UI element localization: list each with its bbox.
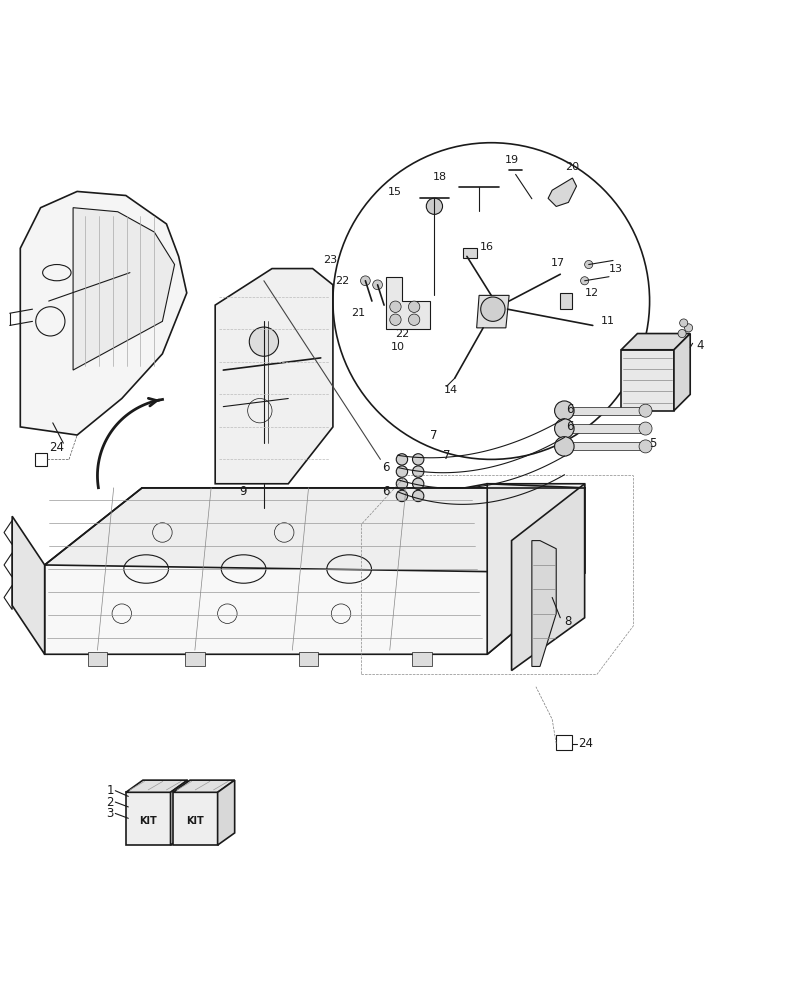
- Circle shape: [396, 466, 407, 477]
- Polygon shape: [568, 407, 641, 415]
- Text: 11: 11: [600, 316, 614, 326]
- Circle shape: [389, 314, 401, 325]
- Text: 7: 7: [442, 449, 449, 462]
- Text: 6: 6: [381, 461, 388, 474]
- Text: 22: 22: [394, 329, 409, 339]
- Circle shape: [389, 301, 401, 312]
- Polygon shape: [476, 295, 508, 328]
- Polygon shape: [126, 792, 170, 845]
- Circle shape: [677, 329, 685, 338]
- Text: 3: 3: [106, 807, 114, 820]
- Text: 24: 24: [577, 737, 592, 750]
- Polygon shape: [173, 780, 234, 792]
- Polygon shape: [531, 541, 556, 666]
- Circle shape: [412, 454, 423, 465]
- Text: 4: 4: [696, 339, 703, 352]
- Polygon shape: [547, 178, 576, 206]
- Text: 15: 15: [388, 187, 401, 197]
- Text: 22: 22: [334, 276, 349, 286]
- Text: 18: 18: [432, 172, 446, 182]
- Circle shape: [396, 490, 407, 502]
- Circle shape: [554, 401, 573, 420]
- Text: 1: 1: [106, 784, 114, 797]
- Circle shape: [408, 301, 419, 312]
- Circle shape: [426, 198, 442, 214]
- Text: 6: 6: [381, 485, 388, 498]
- Polygon shape: [560, 293, 572, 309]
- Text: KIT: KIT: [187, 816, 204, 826]
- Text: 21: 21: [351, 308, 365, 318]
- Circle shape: [480, 297, 504, 321]
- Text: 2: 2: [106, 796, 114, 809]
- Polygon shape: [45, 488, 584, 573]
- Circle shape: [679, 319, 687, 327]
- Text: KIT: KIT: [139, 816, 157, 826]
- Polygon shape: [170, 780, 187, 845]
- Polygon shape: [568, 442, 641, 450]
- Circle shape: [554, 437, 573, 456]
- Polygon shape: [462, 248, 476, 258]
- Polygon shape: [620, 350, 673, 411]
- Circle shape: [249, 327, 278, 356]
- Polygon shape: [217, 780, 234, 845]
- Polygon shape: [568, 424, 641, 433]
- Text: 17: 17: [550, 258, 564, 268]
- Circle shape: [360, 276, 370, 286]
- Circle shape: [396, 454, 407, 465]
- Polygon shape: [88, 652, 107, 666]
- Polygon shape: [45, 484, 584, 654]
- Polygon shape: [215, 269, 333, 484]
- Circle shape: [638, 404, 651, 417]
- Text: 7: 7: [430, 429, 437, 442]
- Circle shape: [554, 419, 573, 438]
- Circle shape: [408, 314, 419, 325]
- Circle shape: [584, 260, 592, 269]
- Text: 19: 19: [504, 155, 518, 165]
- Polygon shape: [185, 652, 204, 666]
- Text: 6: 6: [565, 420, 573, 433]
- Circle shape: [412, 466, 423, 477]
- Polygon shape: [126, 780, 187, 792]
- Text: 23: 23: [323, 255, 337, 265]
- Polygon shape: [20, 191, 187, 435]
- Circle shape: [372, 280, 382, 290]
- Circle shape: [412, 478, 423, 489]
- Polygon shape: [487, 484, 584, 654]
- Polygon shape: [173, 792, 217, 845]
- Text: 24: 24: [49, 441, 63, 454]
- Circle shape: [638, 422, 651, 435]
- Polygon shape: [385, 277, 430, 329]
- Text: 13: 13: [608, 264, 622, 274]
- Polygon shape: [12, 516, 45, 654]
- Circle shape: [638, 440, 651, 453]
- Circle shape: [412, 490, 423, 502]
- Polygon shape: [298, 652, 318, 666]
- Text: 5: 5: [649, 437, 656, 450]
- Text: 14: 14: [443, 385, 457, 395]
- Polygon shape: [620, 334, 689, 350]
- Text: 9: 9: [239, 485, 247, 498]
- Circle shape: [684, 324, 692, 332]
- Text: 16: 16: [479, 242, 494, 252]
- Text: 6: 6: [565, 403, 573, 416]
- Circle shape: [580, 277, 588, 285]
- Text: 12: 12: [584, 288, 598, 298]
- Polygon shape: [73, 208, 174, 370]
- Text: 10: 10: [390, 342, 405, 352]
- Circle shape: [396, 478, 407, 489]
- Polygon shape: [511, 484, 584, 671]
- Polygon shape: [673, 334, 689, 411]
- Text: 8: 8: [564, 615, 571, 628]
- Polygon shape: [412, 652, 431, 666]
- Text: 20: 20: [564, 162, 579, 172]
